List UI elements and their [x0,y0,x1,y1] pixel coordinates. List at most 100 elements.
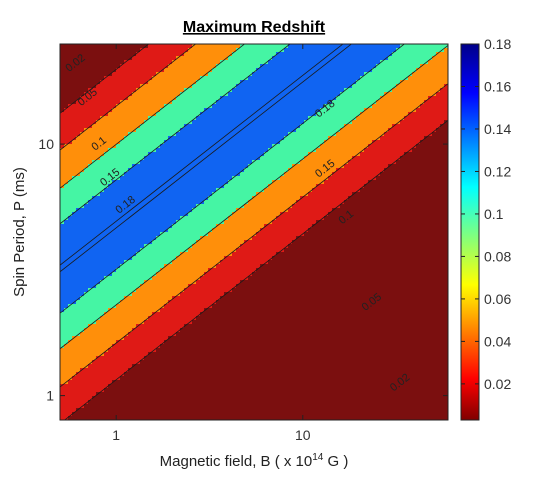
colorbar-tick-label: 0.12 [484,163,511,179]
contour-band-cell [60,180,69,185]
contour-band-cell [240,44,289,49]
contour-band-cell [168,300,217,305]
contour-band-cell [184,52,233,57]
contour-band-cell [84,292,133,297]
contour-band-cell [324,104,373,109]
y-axis: 1 10 [38,136,448,404]
colorbar-tick-label: 0.14 [484,121,511,137]
contour-band-cell [188,212,233,217]
contour-band-cell [136,324,185,329]
contour-band-cell [80,172,125,177]
contour-band-cell [124,372,448,377]
contour-band-cell [176,220,225,225]
contour-band-cell [216,64,261,69]
contour-band-cell [84,328,133,333]
contour-band-cell [420,104,448,109]
contour-band-cell [292,164,345,169]
contour-band-cell [112,72,157,77]
contour-band-cell [80,332,129,337]
contour-band-cell [80,96,129,101]
contour-band-cell [288,208,333,213]
contour-band-cell [60,44,149,49]
contour-band-cell [60,252,137,257]
contour-band-cell [292,204,341,209]
contour-band-cell [88,200,205,205]
contour-band-cell [244,168,289,173]
contour-band-cell [64,184,109,189]
contour-band-cell [60,172,81,177]
contour-band-cell [160,344,448,349]
contour-band-cell [108,384,448,389]
contour-band-cell [84,204,197,209]
contour-band-cell [216,188,265,193]
contour-band-cell [60,160,93,165]
contour-band-cell [60,188,105,193]
contour-band-cell [156,236,201,241]
contour-band-cell [176,56,229,61]
contour-band-cell [192,84,237,89]
contour-band-cell [64,308,109,313]
contour-band-cell [248,164,293,169]
contour-band-cell [288,168,337,173]
colorbar-frame [460,43,480,421]
contour-band-cell [60,192,101,197]
contour-band-cell [64,344,113,349]
contour-band-cell [276,252,448,257]
contour-band-cell [252,236,297,241]
contour-band-cell [212,228,261,233]
contour-band-cell [76,208,193,213]
contour-band-cell [60,132,81,137]
contour-band-cell [272,144,321,149]
contour-band-cell [128,168,245,173]
contour-band-cell [156,348,448,353]
contour-band-cell [200,276,249,281]
contour-band-cell [60,248,141,253]
contour-band-cell [60,140,73,145]
contour-band-cell [60,284,97,289]
contour-band-cell [76,300,121,305]
contour-band-cell [60,396,93,401]
contour-band-cell [140,84,193,89]
contour-band-cell [72,336,125,341]
contour-band-cell [228,180,273,185]
contour-band-cell [356,80,401,85]
contour-band-cell [108,308,161,313]
contour-band-cell [308,152,361,157]
contour-band-cell [200,76,249,81]
contour-band-cell [60,60,125,65]
contour-band-cell [376,176,448,181]
contour-band-cell [60,76,105,81]
contour-band-cell [208,268,257,273]
contour-band-cell [60,372,77,377]
contour-band-cell [192,320,448,325]
contour-band-cell [208,196,253,201]
contour-band-cell [60,392,97,397]
contour-band-cell [256,232,305,237]
contour-band-cell [144,156,261,161]
contour-band-cell [196,280,241,285]
contour-band-cell [420,140,448,145]
contour-band-cell [60,364,89,369]
contour-band-cell [60,108,65,113]
contour-band-cell [116,268,161,273]
contour-band-cell [84,168,129,173]
contour-band-cell [220,96,337,101]
contour-band-cell [100,116,149,121]
contour-band-cell [132,92,181,97]
contour-band-cell [60,384,109,389]
contour-band-cell [112,344,161,349]
contour-band-cell [120,64,169,69]
contour-band-cell [60,176,73,181]
contour-band-cell [348,196,448,201]
plot-frame [59,43,449,421]
contour-band-cell [408,76,448,81]
contour-band-cell [100,80,149,85]
contour-band-cell [232,176,281,181]
contour-band-cell [316,184,365,189]
contour-band-cell [68,304,117,309]
contour-band-cell [268,148,317,153]
contour-band-cell [168,136,285,141]
contour-band-cell [60,240,153,245]
contour-band-cell [264,224,313,229]
contour-band-cell [404,152,448,157]
